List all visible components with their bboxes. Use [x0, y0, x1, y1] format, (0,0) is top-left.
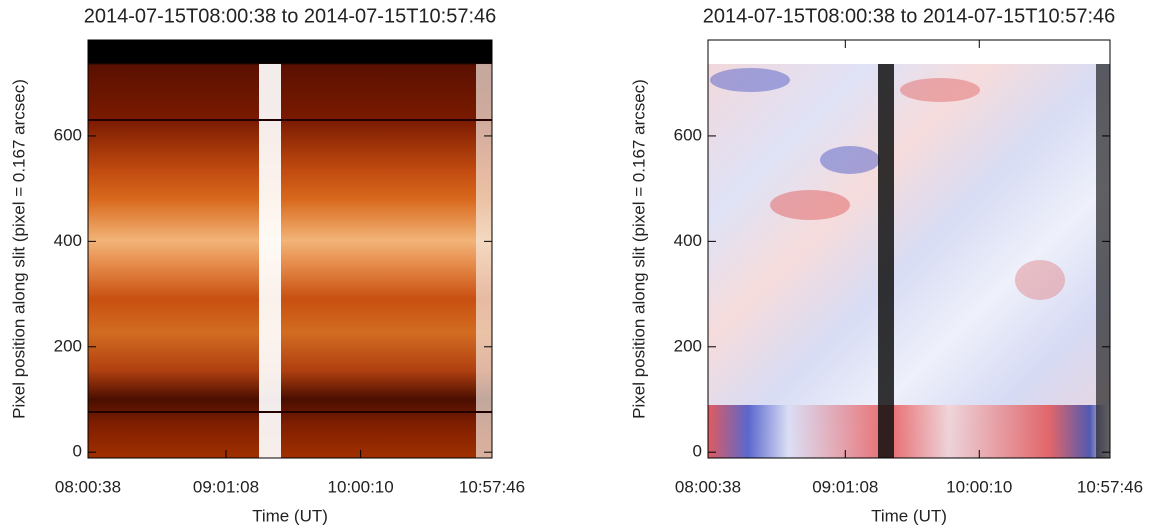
doppler-blob [1015, 260, 1065, 300]
x-axis-label: Time (UT) [871, 506, 947, 525]
chart-title: 2014-07-15T08:00:38 to 2014-07-15T10:57:… [703, 5, 1116, 27]
x-tick-label: 10:57:46 [459, 477, 525, 496]
y-tick-label: 200 [54, 336, 82, 355]
x-tick-label: 10:57:46 [1077, 477, 1143, 496]
y-axis-label: Pixel position along slit (pixel = 0.167… [629, 79, 648, 419]
y-axis-label: Pixel position along slit (pixel = 0.167… [9, 79, 28, 419]
y-tick-label: 400 [54, 231, 82, 250]
intensity-map [88, 40, 492, 458]
panel [707, 39, 1111, 459]
doppler-map [708, 64, 1110, 458]
gap-stripe [878, 64, 894, 458]
x-tick-label: 08:00:38 [675, 477, 741, 496]
edge-stripe [1096, 64, 1110, 458]
y-tick-label: 0 [693, 442, 702, 461]
gap-stripe [259, 64, 281, 458]
doppler-map [708, 405, 1110, 458]
x-tick-label: 10:00:10 [328, 477, 394, 496]
plot-frame [87, 39, 493, 459]
chart-title: 2014-07-15T08:00:38 to 2014-07-15T10:57:… [84, 5, 497, 27]
x-tick-label: 10:00:10 [946, 477, 1012, 496]
y-tick-label: 400 [674, 231, 702, 250]
doppler-blob [710, 68, 790, 92]
panel [87, 39, 493, 459]
y-tick-label: 600 [674, 125, 702, 144]
doppler-blob [900, 78, 980, 102]
x-tick-label: 09:01:08 [193, 477, 259, 496]
y-tick-label: 200 [674, 336, 702, 355]
doppler-blob [820, 146, 880, 174]
y-tick-label: 0 [73, 442, 82, 461]
edge-stripe [476, 64, 492, 458]
doppler-blob [770, 190, 850, 220]
plot-frame [707, 39, 1111, 459]
x-tick-label: 08:00:38 [55, 477, 121, 496]
y-tick-label: 600 [54, 125, 82, 144]
x-tick-label: 09:01:08 [812, 477, 878, 496]
x-axis-label: Time (UT) [252, 506, 328, 525]
